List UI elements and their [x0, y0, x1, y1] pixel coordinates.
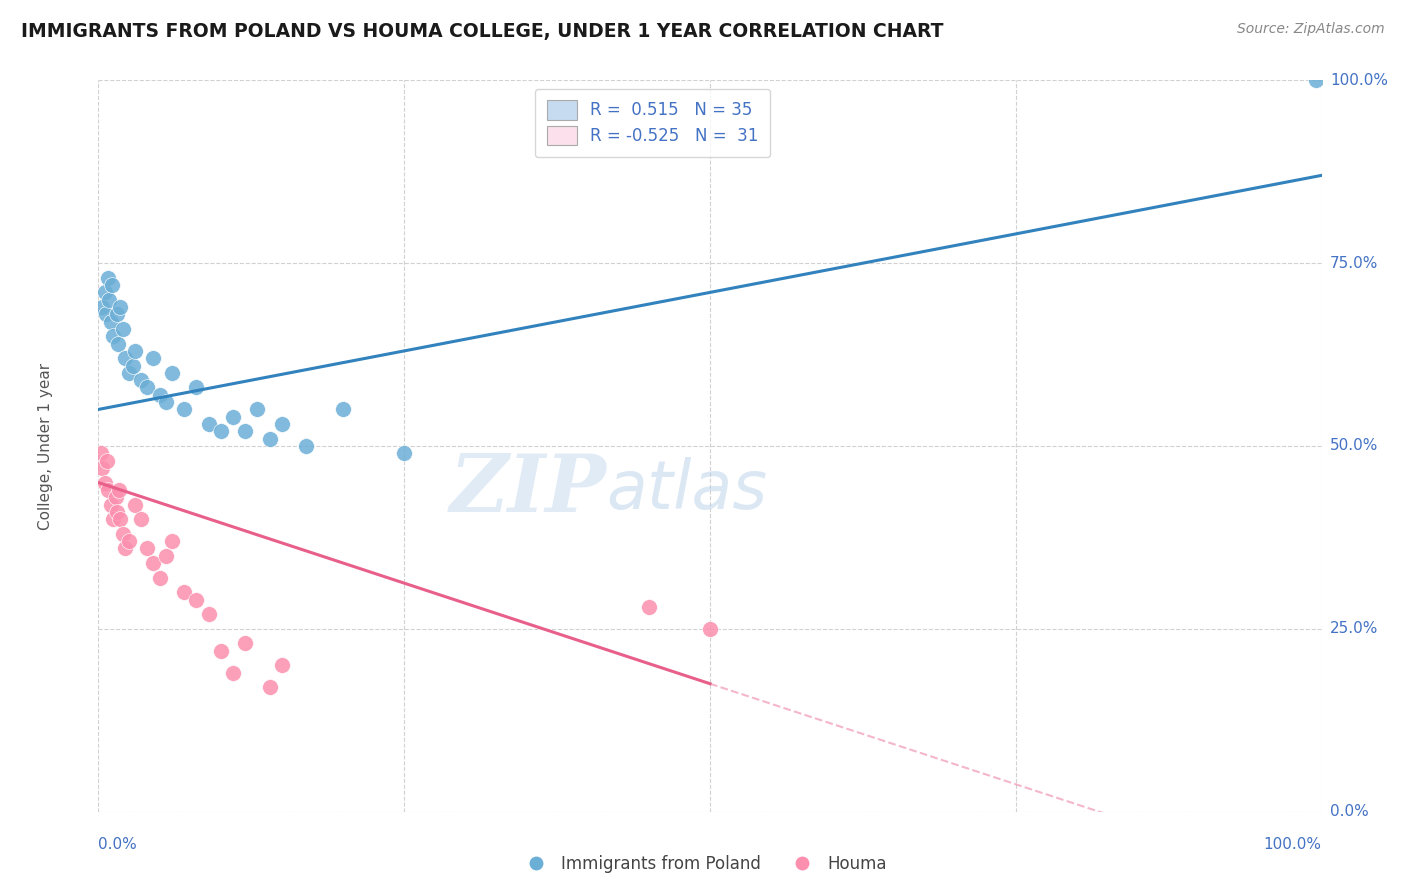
Text: ZIP: ZIP [449, 451, 606, 529]
Point [101, 512, 124, 526]
Point [100, 498, 122, 512]
Legend: R =  0.515   N = 35, R = -0.525   N =  31: R = 0.515 N = 35, R = -0.525 N = 31 [534, 88, 770, 157]
Point [149, 388, 172, 402]
Point [259, 681, 281, 695]
Point [94, 307, 117, 321]
Point [246, 402, 269, 417]
Point [136, 541, 159, 556]
Text: IMMIGRANTS FROM POLAND VS HOUMA COLLEGE, UNDER 1 YEAR CORRELATION CHART: IMMIGRANTS FROM POLAND VS HOUMA COLLEGE,… [21, 22, 943, 41]
Point [259, 432, 281, 446]
Text: Source: ZipAtlas.com: Source: ZipAtlas.com [1237, 22, 1385, 37]
Text: 50.0%: 50.0% [1330, 439, 1378, 453]
Point [392, 446, 416, 460]
Text: 75.0%: 75.0% [1330, 256, 1378, 270]
Point [124, 498, 146, 512]
Point [155, 549, 177, 563]
Point [111, 322, 134, 336]
Point [100, 315, 122, 329]
Point [186, 380, 208, 394]
Text: 25.0%: 25.0% [1330, 622, 1378, 636]
Point [114, 351, 136, 366]
Point [149, 571, 172, 585]
Point [173, 402, 195, 417]
Text: College, Under 1 year: College, Under 1 year [38, 362, 53, 530]
Point [186, 592, 208, 607]
Point [90, 446, 112, 460]
Point [118, 366, 141, 380]
Point [209, 425, 232, 439]
Point [142, 351, 165, 366]
Point [1305, 73, 1327, 87]
Point [124, 343, 146, 358]
Point [332, 402, 354, 417]
Point [93, 475, 115, 490]
Point [197, 417, 219, 431]
Point [114, 541, 136, 556]
Point [101, 278, 124, 293]
Point [295, 439, 318, 453]
Text: 0.0%: 0.0% [1330, 805, 1368, 819]
Point [270, 417, 294, 431]
Point [129, 373, 152, 387]
Point [209, 644, 232, 658]
Point [160, 366, 183, 380]
Point [121, 359, 143, 373]
Text: 100.0%: 100.0% [1330, 73, 1388, 87]
Point [136, 380, 159, 394]
Text: atlas: atlas [606, 457, 768, 523]
Point [98, 293, 121, 307]
Point [107, 336, 129, 351]
Point [111, 526, 134, 541]
Point [104, 490, 127, 504]
Point [105, 307, 128, 321]
Point [108, 483, 131, 497]
Point [233, 636, 256, 650]
Point [142, 556, 165, 570]
Text: 0.0%: 0.0% [98, 837, 138, 852]
Point [91, 300, 114, 314]
Point [101, 329, 124, 343]
Point [97, 270, 120, 285]
Point [637, 599, 661, 614]
Point [270, 658, 294, 673]
Point [129, 512, 152, 526]
Point [105, 505, 128, 519]
Point [118, 534, 141, 549]
Text: 100.0%: 100.0% [1264, 837, 1322, 852]
Point [110, 512, 132, 526]
Legend: Immigrants from Poland, Houma: Immigrants from Poland, Houma [512, 848, 894, 880]
Point [96, 453, 118, 467]
Point [222, 409, 245, 424]
Point [222, 665, 245, 680]
Point [197, 607, 219, 622]
Point [93, 285, 115, 300]
Point [173, 585, 195, 599]
Point [97, 483, 120, 497]
Point [155, 395, 177, 409]
Point [110, 300, 132, 314]
Point [699, 622, 721, 636]
Point [160, 534, 183, 549]
Point [91, 461, 114, 475]
Point [233, 425, 256, 439]
